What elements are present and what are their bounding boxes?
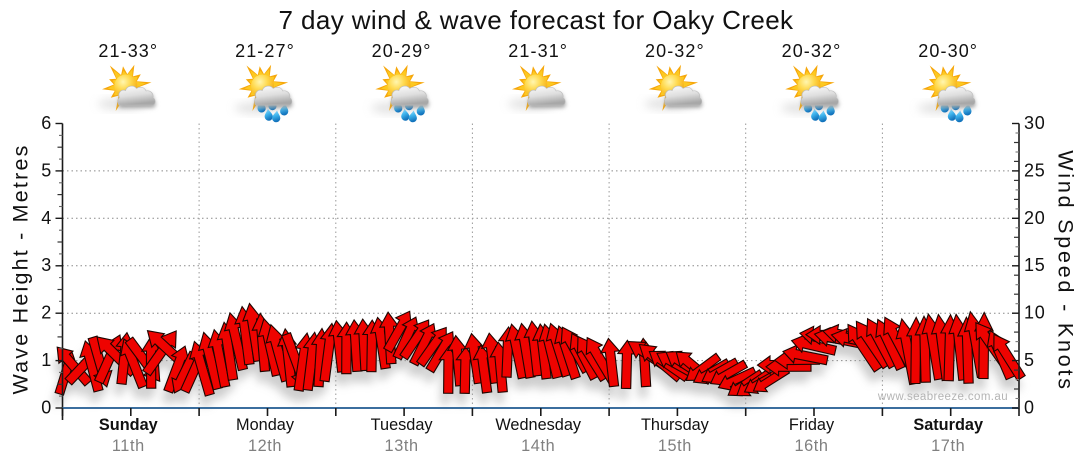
- svg-text:25: 25: [1024, 160, 1046, 180]
- svg-text:16th: 16th: [794, 437, 828, 455]
- svg-text:0: 0: [41, 398, 52, 418]
- svg-text:21-31°: 21-31°: [508, 41, 568, 61]
- svg-text:Wind Speed - Knots: Wind Speed - Knots: [1054, 150, 1078, 392]
- svg-text:20-32°: 20-32°: [645, 41, 705, 61]
- svg-text:3: 3: [41, 255, 52, 275]
- svg-text:5: 5: [1024, 350, 1035, 370]
- svg-text:Tuesday: Tuesday: [371, 416, 434, 434]
- svg-text:15: 15: [1024, 255, 1046, 275]
- svg-text:4: 4: [41, 208, 52, 228]
- svg-text:20-30°: 20-30°: [918, 41, 978, 61]
- svg-text:14th: 14th: [521, 437, 555, 455]
- svg-text:Monday: Monday: [236, 416, 295, 434]
- svg-text:21-27°: 21-27°: [235, 41, 295, 61]
- svg-text:Wednesday: Wednesday: [495, 416, 582, 434]
- svg-text:0: 0: [1024, 398, 1035, 418]
- svg-text:12th: 12th: [248, 437, 282, 455]
- svg-text:Saturday: Saturday: [913, 416, 983, 434]
- svg-text:15th: 15th: [658, 437, 692, 455]
- svg-text:Friday: Friday: [789, 416, 835, 434]
- svg-text:13th: 13th: [385, 437, 419, 455]
- svg-text:7 day wind & wave forecast for: 7 day wind & wave forecast for Oaky Cree…: [279, 5, 795, 35]
- svg-text:21-33°: 21-33°: [98, 41, 158, 61]
- svg-text:20: 20: [1024, 208, 1046, 228]
- svg-text:6: 6: [41, 113, 52, 133]
- svg-text:2: 2: [41, 303, 52, 323]
- svg-text:Thursday: Thursday: [641, 416, 710, 434]
- svg-text:10: 10: [1024, 303, 1046, 323]
- svg-text:20-32°: 20-32°: [782, 41, 842, 61]
- svg-text:1: 1: [41, 350, 52, 370]
- svg-text:11th: 11th: [112, 437, 145, 455]
- svg-text:30: 30: [1024, 113, 1046, 133]
- svg-text:www.seabreeze.com.au: www.seabreeze.com.au: [877, 391, 1008, 403]
- svg-text:5: 5: [41, 160, 52, 180]
- svg-text:17th: 17th: [931, 437, 965, 455]
- svg-text:Wave Height - Metres: Wave Height - Metres: [9, 143, 33, 394]
- svg-text:Sunday: Sunday: [99, 416, 158, 434]
- svg-text:20-29°: 20-29°: [372, 41, 432, 61]
